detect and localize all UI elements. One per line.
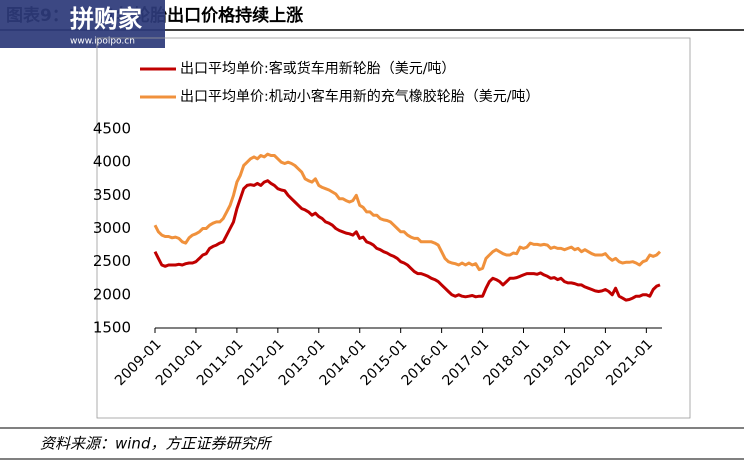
- legend-label: 出口平均单价:客或货车用新轮胎（美元/吨）: [180, 60, 455, 77]
- y-tick-label: 4500: [93, 120, 131, 138]
- y-tick-label: 2500: [93, 252, 131, 270]
- y-tick-label: 3000: [93, 219, 131, 237]
- watermark-box: [0, 0, 165, 48]
- legend-label: 出口平均单价:机动小客车用新的充气橡胶轮胎（美元/吨）: [180, 88, 539, 105]
- watermark-url: www.ipoipo.cn: [70, 37, 135, 47]
- watermark-brand: 拼购家: [70, 5, 142, 33]
- y-tick-label: 3500: [93, 186, 131, 204]
- y-tick-label: 2000: [93, 285, 131, 303]
- y-tick-label: 4000: [93, 153, 131, 171]
- source: 资料来源：wind，方正证券研究所: [40, 435, 272, 453]
- series-line: [153, 179, 661, 302]
- series-line: [153, 152, 662, 272]
- chart-frame: [96, 37, 691, 419]
- y-tick-label: 1500: [93, 319, 131, 337]
